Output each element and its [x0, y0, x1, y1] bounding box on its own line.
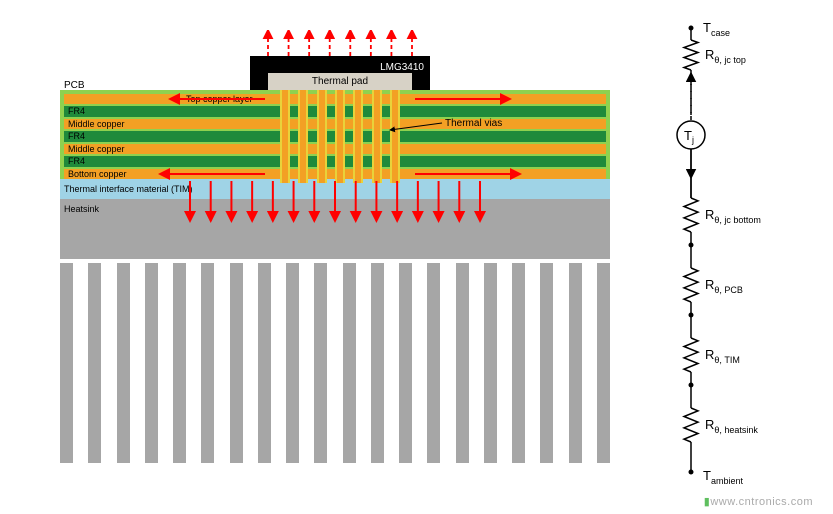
heatsink-fin	[145, 263, 158, 463]
heatsink-fin	[456, 263, 469, 463]
pcb-label: PCB	[64, 80, 85, 91]
svg-text:Rθ, jc bottom: Rθ, jc bottom	[705, 207, 761, 225]
pcb-layer: FR4	[64, 106, 606, 117]
tim-label: Thermal interface material (TIM)	[64, 185, 193, 194]
svg-text:Rθ, heatsink: Rθ, heatsink	[705, 417, 758, 435]
heatsink-fin	[258, 263, 271, 463]
heatsink-fin	[540, 263, 553, 463]
heatsink-fin	[371, 263, 384, 463]
pcb-layer-label: Middle copper	[68, 120, 125, 129]
heatsink-fin	[286, 263, 299, 463]
heatsink-fin	[569, 263, 582, 463]
heatsink-fin	[597, 263, 610, 463]
heatsink-fin	[427, 263, 440, 463]
pcb-layer: Top copper layer	[64, 94, 606, 104]
thermal-pad: Thermal pad	[268, 73, 412, 90]
svg-text:Rθ, TIM: Rθ, TIM	[705, 347, 740, 365]
pcb-layer-label: FR4	[68, 157, 85, 166]
heatsink-label: Heatsink	[64, 205, 99, 214]
heatsink-fin	[314, 263, 327, 463]
heatsink-fin	[173, 263, 186, 463]
tim-layer: Thermal interface material (TIM)	[60, 179, 610, 199]
heatsink-fin	[343, 263, 356, 463]
pcb-layer-label: Top copper layer	[186, 95, 253, 104]
heatsink-fin	[88, 263, 101, 463]
svg-text:Rθ, jc top: Rθ, jc top	[705, 47, 746, 65]
heatsink-base: Heatsink	[60, 199, 610, 259]
svg-text:Rθ, PCB: Rθ, PCB	[705, 277, 743, 295]
thermal-vias-label: Thermal vias	[445, 118, 502, 129]
pcb-layer: Middle copper	[64, 119, 606, 129]
heatsink-fins	[60, 263, 610, 463]
heatsink-fin	[201, 263, 214, 463]
heatsink-fin	[512, 263, 525, 463]
svg-text:T: T	[684, 128, 692, 143]
layer-stack: LMG3410 Thermal pad Top copper layerFR4M…	[60, 90, 610, 259]
pcb-layer-label: Middle copper	[68, 145, 125, 154]
thermal-cross-section: PCB LMG3410 Thermal pad Top copper layer…	[60, 30, 610, 490]
heatsink-fin	[117, 263, 130, 463]
pcb-layer: FR4	[64, 131, 606, 142]
svg-text:j: j	[691, 135, 694, 145]
pcb-layer-label: Bottom copper	[68, 170, 127, 179]
watermark: ▮www.cntronics.com	[704, 495, 813, 508]
heatsink-fin	[60, 263, 73, 463]
heatsink-fin	[230, 263, 243, 463]
heatsink-fin	[399, 263, 412, 463]
pcb-outer: Top copper layer FR4 Middle copper FR4 Middl…	[60, 90, 610, 179]
chip-part-number: LMG3410	[380, 62, 424, 73]
pcb-layer: Middle copper	[64, 144, 606, 154]
pcb-layer-label: FR4	[68, 132, 85, 141]
pcb-layer: Bottom copper	[64, 169, 606, 179]
thermal-network-svg: Tcase Rθ, jc top Tj Rθ, jc bottom Rθ, PCB Rθ,…	[663, 20, 793, 490]
svg-text:Tambient: Tambient	[703, 468, 743, 486]
pcb-layer-label: FR4	[68, 107, 85, 116]
thermal-network: Tcase Rθ, jc top Tj Rθ, jc bottom Rθ, PCB Rθ,…	[663, 20, 793, 490]
pcb-layer: FR4	[64, 156, 606, 167]
heatsink-fin	[484, 263, 497, 463]
svg-text:Tcase: Tcase	[703, 20, 730, 38]
